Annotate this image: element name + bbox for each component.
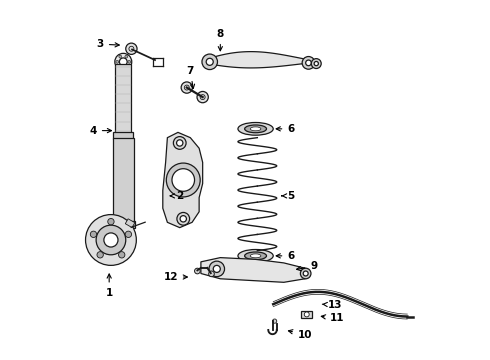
Circle shape <box>197 91 208 103</box>
Circle shape <box>177 212 190 225</box>
Ellipse shape <box>245 125 267 133</box>
Circle shape <box>181 82 193 93</box>
Circle shape <box>172 169 195 191</box>
Circle shape <box>209 261 224 277</box>
Circle shape <box>176 140 183 146</box>
Circle shape <box>108 219 114 225</box>
Bar <box>116 226 131 240</box>
Text: 10: 10 <box>289 329 313 339</box>
Text: 1: 1 <box>105 274 113 298</box>
Circle shape <box>96 225 126 255</box>
Bar <box>112 221 135 228</box>
Circle shape <box>115 53 132 70</box>
Text: 4: 4 <box>90 126 112 136</box>
Circle shape <box>303 271 308 276</box>
Circle shape <box>126 43 137 54</box>
Circle shape <box>125 55 128 58</box>
Circle shape <box>104 233 118 247</box>
Circle shape <box>166 163 200 197</box>
Text: 12: 12 <box>164 272 187 282</box>
Circle shape <box>119 231 128 242</box>
Polygon shape <box>163 132 203 228</box>
Circle shape <box>125 231 131 238</box>
Circle shape <box>119 66 122 68</box>
Text: 6: 6 <box>276 251 294 261</box>
Circle shape <box>119 252 125 258</box>
Circle shape <box>173 136 186 149</box>
Ellipse shape <box>245 252 267 260</box>
Text: 9: 9 <box>296 261 318 271</box>
Ellipse shape <box>238 249 273 262</box>
Circle shape <box>304 312 309 317</box>
Circle shape <box>119 55 122 58</box>
Polygon shape <box>201 258 309 282</box>
Circle shape <box>120 58 127 66</box>
Circle shape <box>86 215 136 265</box>
Text: 5: 5 <box>282 191 294 201</box>
Circle shape <box>97 252 103 258</box>
Circle shape <box>300 268 311 279</box>
Circle shape <box>306 60 311 66</box>
Circle shape <box>314 62 319 66</box>
Text: 2: 2 <box>170 191 183 201</box>
Bar <box>113 138 134 222</box>
Text: 8: 8 <box>217 29 224 51</box>
Circle shape <box>116 60 119 63</box>
Bar <box>301 311 312 318</box>
Polygon shape <box>203 51 312 68</box>
Circle shape <box>206 58 213 66</box>
Circle shape <box>213 265 220 273</box>
Circle shape <box>90 231 97 238</box>
Bar <box>125 219 135 228</box>
Circle shape <box>311 59 321 68</box>
Bar <box>113 132 133 139</box>
Text: 13: 13 <box>322 300 343 310</box>
Circle shape <box>125 66 128 68</box>
Ellipse shape <box>250 127 261 131</box>
Circle shape <box>209 271 214 277</box>
Circle shape <box>202 54 218 69</box>
Circle shape <box>195 268 200 274</box>
Bar <box>115 64 131 134</box>
Circle shape <box>302 57 315 69</box>
Circle shape <box>128 60 131 63</box>
Circle shape <box>180 216 186 222</box>
Text: 3: 3 <box>97 39 119 49</box>
Text: 7: 7 <box>187 66 195 89</box>
Ellipse shape <box>250 254 261 258</box>
Ellipse shape <box>238 122 273 135</box>
Text: 6: 6 <box>276 124 294 134</box>
Circle shape <box>272 319 277 323</box>
Text: 11: 11 <box>321 313 344 323</box>
